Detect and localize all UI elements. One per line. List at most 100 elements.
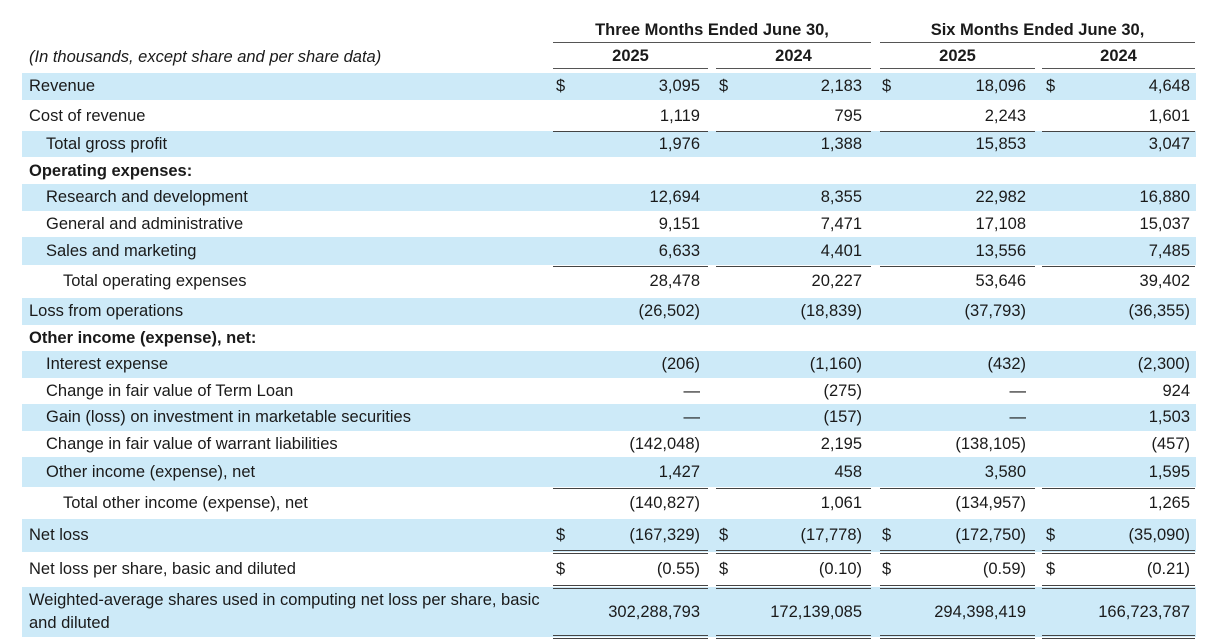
- table-row: Total other income (expense), net (140,82…: [0, 488, 1211, 518]
- row-label: Change in fair value of Term Loan: [46, 382, 294, 400]
- row-label: Cost of revenue: [29, 107, 146, 125]
- total-double-rule: [1042, 585, 1195, 589]
- row-label: Total gross profit: [46, 135, 168, 153]
- total-double-rule: [716, 635, 871, 639]
- row-label: Total operating expenses: [63, 272, 247, 290]
- value-cell: 39,402: [1139, 272, 1190, 290]
- value-cell: —: [683, 382, 701, 400]
- value-cell: 294,398,419: [934, 603, 1026, 621]
- value-cell: 2,183: [820, 77, 862, 95]
- total-double-rule: [1042, 550, 1195, 554]
- value-cell: 7,471: [820, 215, 862, 233]
- currency-symbol: $: [882, 526, 892, 544]
- table-row: Cost of revenue 1,119 795 2,243 1,601: [0, 101, 1211, 131]
- table-row: Gain (loss) on investment in marketable …: [0, 404, 1211, 431]
- row-label: Operating expenses:: [29, 162, 193, 180]
- value-cell: 1,388: [820, 135, 862, 153]
- row-shading: [22, 351, 1196, 378]
- value-cell: 795: [834, 107, 862, 125]
- row-label: General and administrative: [46, 215, 244, 233]
- row-label: Gain (loss) on investment in marketable …: [46, 408, 411, 426]
- value-cell: (0.21): [1146, 560, 1190, 578]
- currency-symbol: $: [719, 560, 729, 578]
- value-cell: (35,090): [1128, 526, 1190, 544]
- value-cell: 172,139,085: [770, 603, 862, 621]
- value-cell: 1,976: [658, 135, 700, 153]
- value-cell: (432): [987, 355, 1026, 373]
- value-cell: (26,502): [638, 302, 700, 320]
- currency-symbol: $: [1046, 77, 1056, 95]
- value-cell: (36,355): [1128, 302, 1190, 320]
- value-cell: 22,982: [975, 188, 1026, 206]
- row-shading: [22, 131, 1196, 157]
- value-cell: 2,243: [984, 107, 1026, 125]
- value-cell: 1,503: [1148, 408, 1190, 426]
- value-cell: 9,151: [658, 215, 700, 233]
- row-label: Other income (expense), net:: [29, 329, 257, 347]
- value-cell: 28,478: [649, 272, 700, 290]
- three-months-header: Three Months Ended June 30,: [553, 18, 871, 43]
- total-double-rule: [880, 550, 1035, 554]
- value-cell: 18,096: [975, 77, 1026, 95]
- value-cell: 458: [834, 463, 862, 481]
- table-row: Research and development 12,694 8,355 22,98…: [0, 184, 1211, 211]
- value-cell: 1,119: [659, 107, 700, 125]
- table-row: Other income (expense), net 1,427 458 3,580…: [0, 457, 1211, 487]
- total-double-rule: [716, 550, 871, 554]
- row-shading: [22, 237, 1196, 265]
- value-cell: 1,061: [820, 494, 862, 512]
- row-label: Sales and marketing: [46, 242, 197, 260]
- value-cell: —: [1009, 408, 1027, 426]
- total-double-rule: [553, 550, 708, 554]
- table-row: Weighted-average shares used in computin…: [0, 587, 1211, 637]
- table-row: Revenue $3,095 $2,183 $18,096 $4,648: [0, 73, 1211, 100]
- row-label: Net loss per share, basic and diluted: [29, 560, 296, 578]
- six-months-header: Six Months Ended June 30,: [880, 18, 1195, 43]
- subtotal-rule: [716, 266, 871, 267]
- value-cell: (142,048): [629, 435, 700, 453]
- value-cell: 4,648: [1148, 77, 1190, 95]
- subtotal-rule: [880, 488, 1035, 489]
- row-label: Net loss: [29, 526, 89, 544]
- value-cell: 302,288,793: [608, 603, 700, 621]
- row-label: Change in fair value of warrant liabilit…: [46, 435, 338, 453]
- value-cell: 53,646: [975, 272, 1026, 290]
- value-cell: 15,853: [975, 135, 1026, 153]
- currency-symbol: $: [1046, 526, 1056, 544]
- value-cell: 4,401: [820, 242, 862, 260]
- value-cell: (1,160): [809, 355, 862, 373]
- value-cell: (134,957): [955, 494, 1026, 512]
- value-cell: 1,595: [1148, 463, 1190, 481]
- row-shading: [22, 587, 1196, 637]
- row-label: Loss from operations: [29, 302, 184, 320]
- value-cell: 166,723,787: [1098, 603, 1190, 621]
- value-cell: (2,300): [1137, 355, 1190, 373]
- value-cell: (37,793): [964, 302, 1026, 320]
- table-row: Net loss $ (167,329) $ (17,778) $ (172,750) $ (3…: [0, 519, 1211, 552]
- value-cell: 17,108: [975, 215, 1026, 233]
- table-row: Sales and marketing 6,633 4,401 13,556 7,485: [0, 237, 1211, 265]
- value-cell: 2,195: [820, 435, 862, 453]
- row-label: Other income (expense), net: [46, 463, 256, 481]
- total-double-rule: [1042, 635, 1195, 639]
- row-shading: [22, 404, 1196, 431]
- currency-symbol: $: [719, 77, 729, 95]
- row-shading: [22, 73, 1196, 100]
- total-double-rule: [553, 635, 708, 639]
- table-row: General and administrative 9,151 7,471 17,1…: [0, 211, 1211, 237]
- table-row: Net loss per share, basic and diluted $ (0…: [0, 553, 1211, 586]
- subtotal-rule: [1042, 488, 1195, 489]
- row-label: Research and development: [46, 188, 248, 206]
- table-row: Change in fair value of Term Loan — (275) —…: [0, 378, 1211, 404]
- value-cell: 15,037: [1139, 215, 1190, 233]
- value-cell: (0.59): [982, 560, 1026, 578]
- subtotal-rule: [880, 131, 1035, 132]
- value-cell: 7,485: [1148, 242, 1190, 260]
- year-header-6m-2024: 2024: [1042, 44, 1195, 69]
- table-row: Interest expense (206) (1,160) (432) (2,300): [0, 351, 1211, 378]
- row-shading: [22, 457, 1196, 487]
- subtotal-rule: [553, 266, 708, 267]
- value-cell: (18,839): [800, 302, 862, 320]
- year-header-6m-2025: 2025: [880, 44, 1035, 69]
